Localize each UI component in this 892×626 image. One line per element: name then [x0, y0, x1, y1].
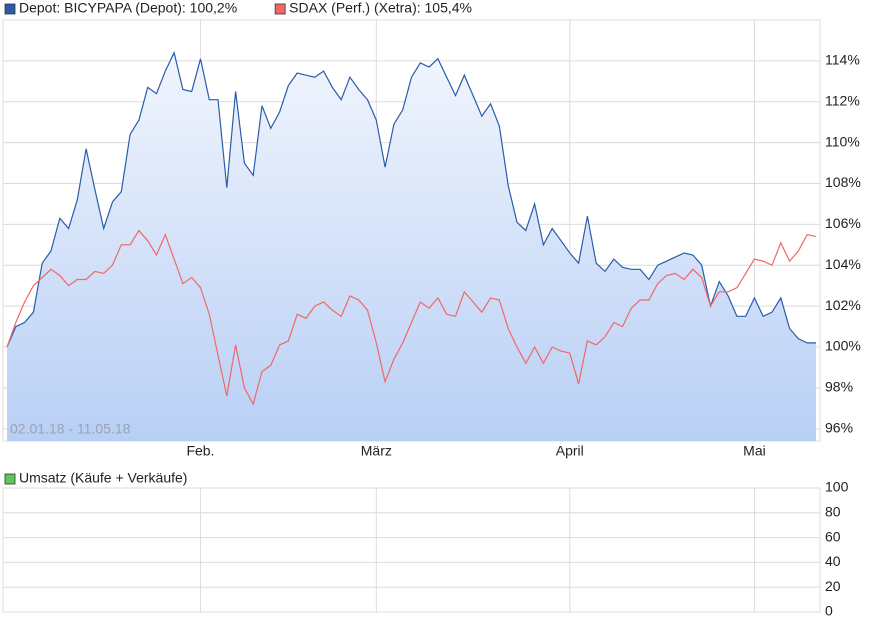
y-tick-label: 100 [825, 479, 849, 495]
legend-swatch [4, 3, 16, 15]
y-tick-label: 0 [825, 603, 833, 619]
y-tick-label: 96% [825, 419, 853, 435]
y-tick-label: 98% [825, 379, 853, 395]
y-tick-label: 104% [825, 256, 861, 272]
y-tick-label: 40 [825, 553, 841, 569]
y-tick-label: 60 [825, 528, 841, 544]
y-tick-label: 108% [825, 174, 861, 190]
x-tick-label: Feb. [186, 443, 214, 459]
y-tick-label: 100% [825, 338, 861, 354]
y-tick-label: 112% [825, 92, 860, 108]
y-tick-label: 114% [825, 52, 860, 68]
plot-area [2, 487, 821, 613]
date-range: 02.01.18 - 11.05.18 [10, 421, 131, 437]
y-tick-label: 102% [825, 297, 861, 313]
series-line [6, 50, 816, 348]
x-tick-label: April [556, 443, 584, 459]
x-tick-label: Mai [743, 443, 766, 459]
y-tick-label: 20 [825, 578, 841, 594]
legend-swatch [274, 3, 286, 15]
y-tick-label: 80 [825, 504, 841, 520]
y-tick-label: 106% [825, 215, 861, 231]
legend-swatch [4, 473, 16, 485]
legend-label: Depot: BICYPAPA (Depot): 100,2% [19, 0, 237, 16]
legend-label: SDAX (Perf.) (Xetra): 105,4% [289, 0, 472, 16]
x-tick-label: März [361, 443, 392, 459]
area [7, 52, 816, 441]
y-tick-label: 110% [825, 133, 860, 149]
legend-label: Umsatz (Käufe + Verkäufe) [19, 470, 187, 486]
series-line [6, 229, 817, 406]
